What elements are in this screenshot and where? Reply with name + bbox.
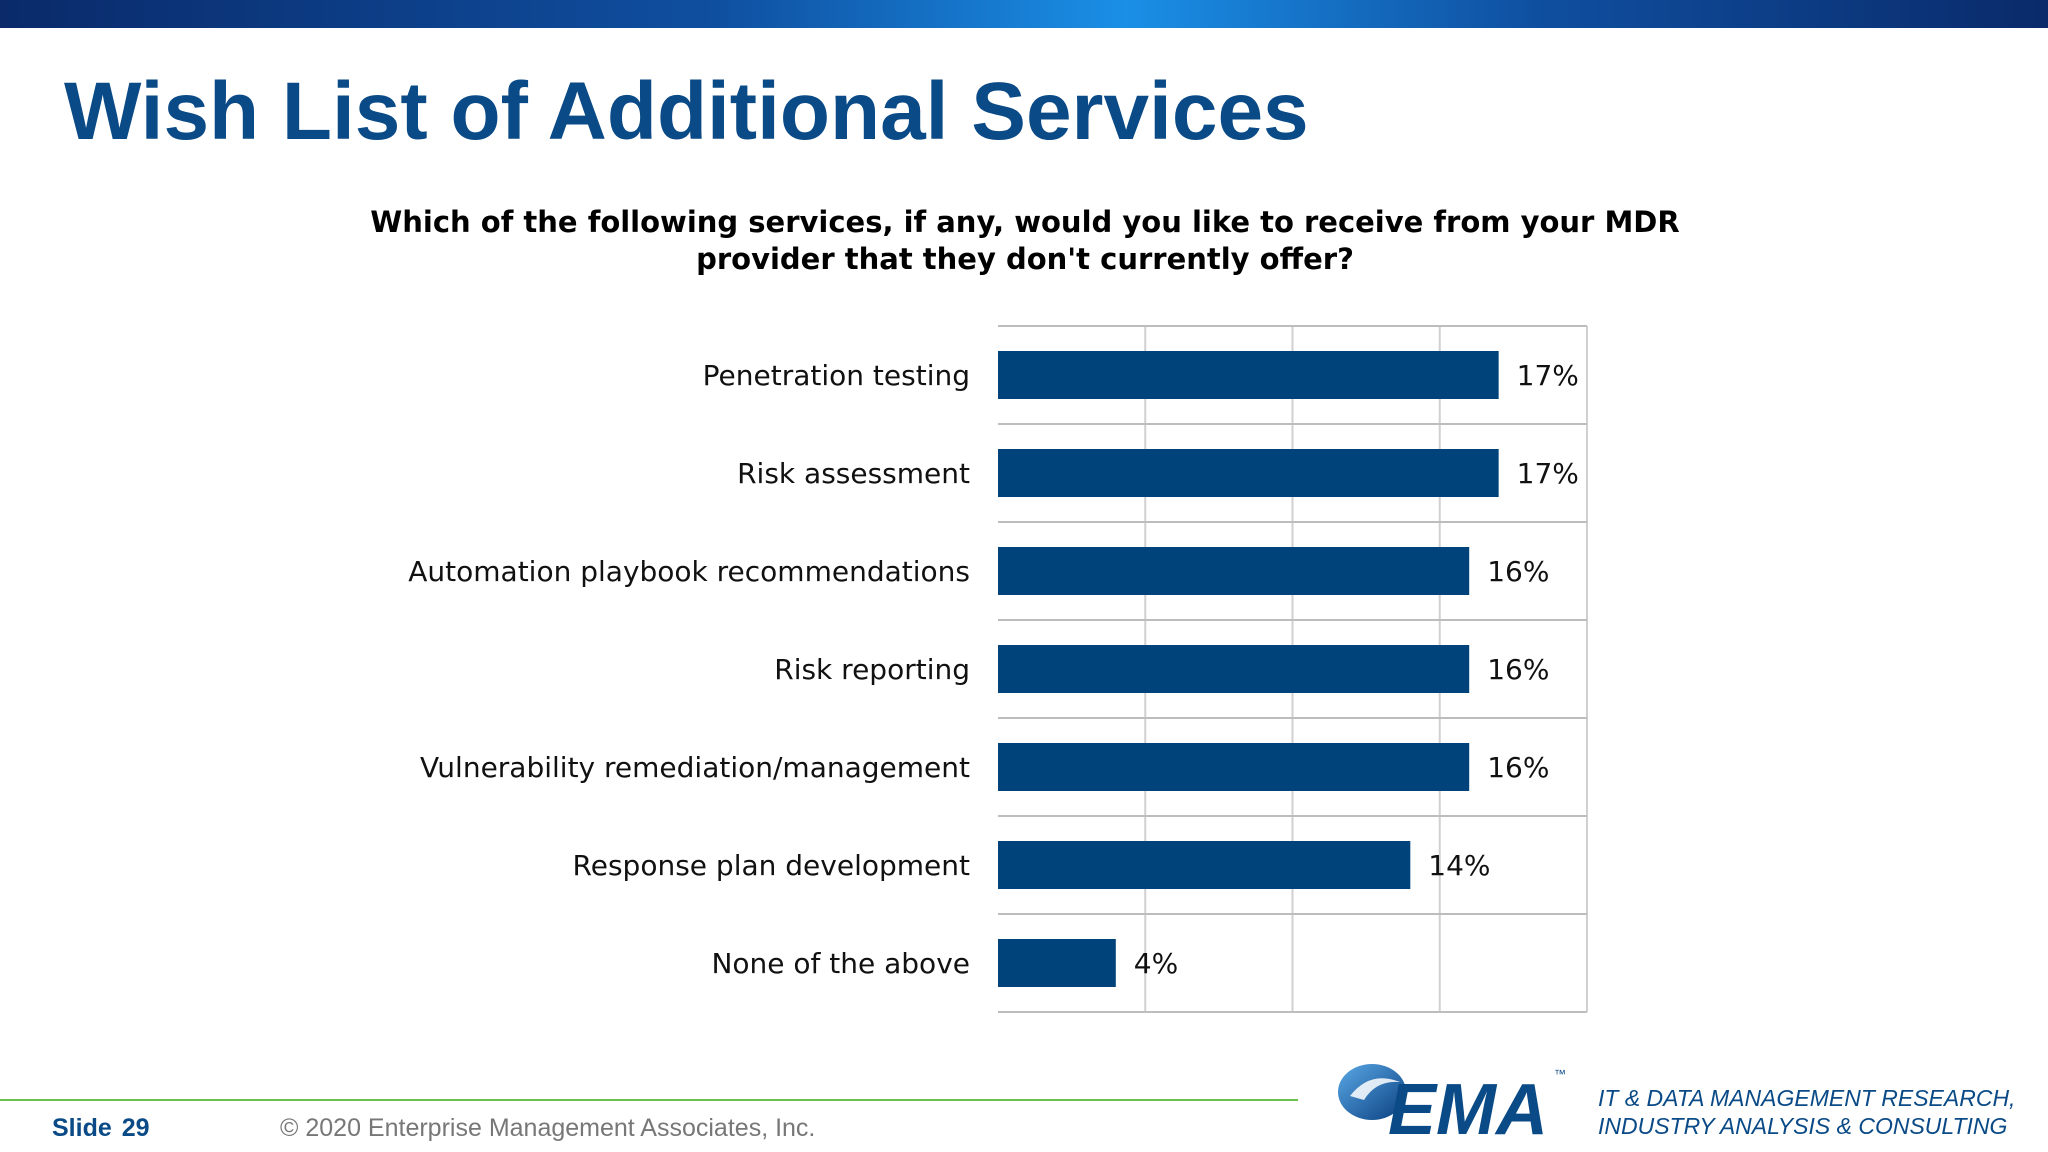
slide-number: Slide 29 bbox=[52, 1114, 150, 1143]
logo-swoosh-icon bbox=[1338, 1064, 1406, 1120]
logo-swoosh-highlight-icon bbox=[1350, 1078, 1400, 1100]
data-label: 17% bbox=[1517, 457, 1579, 490]
data-label: 17% bbox=[1517, 359, 1579, 392]
chart-title-line-1: Which of the following services, if any,… bbox=[370, 205, 1680, 239]
category-label: Automation playbook recommendations bbox=[408, 555, 970, 588]
slide-title: Wish List of Additional Services bbox=[64, 66, 1309, 157]
ema-logo: EMA ™ bbox=[1338, 1064, 1566, 1140]
footer-divider bbox=[0, 1099, 1298, 1101]
logo-text: EMA bbox=[1388, 1070, 1548, 1140]
copyright-notice: © 2020 Enterprise Management Associates,… bbox=[280, 1114, 816, 1142]
category-label: Vulnerability remediation/management bbox=[420, 751, 970, 784]
category-label: Response plan development bbox=[573, 849, 970, 882]
tagline-line-2: INDUSTRY ANALYSIS & CONSULTING bbox=[1598, 1113, 2008, 1139]
category-label: Penetration testing bbox=[703, 359, 970, 392]
bar bbox=[998, 547, 1470, 595]
data-label: 4% bbox=[1134, 947, 1178, 980]
category-label: None of the above bbox=[711, 947, 970, 980]
bar bbox=[998, 351, 1499, 399]
bar bbox=[998, 841, 1411, 889]
data-label: 16% bbox=[1487, 555, 1549, 588]
data-label: 14% bbox=[1428, 849, 1490, 882]
company-tagline: IT & DATA MANAGEMENT RESEARCH, INDUSTRY … bbox=[1598, 1084, 2015, 1140]
bar bbox=[998, 645, 1470, 693]
tagline-line-1: IT & DATA MANAGEMENT RESEARCH, bbox=[1598, 1085, 2016, 1111]
logo-trademark: ™ bbox=[1554, 1067, 1566, 1081]
chart-title-line-2: provider that they don't currently offer… bbox=[696, 242, 1354, 276]
bar bbox=[998, 743, 1470, 791]
top-banner bbox=[0, 0, 2048, 28]
bar bbox=[998, 449, 1499, 497]
slide-number-value: 29 bbox=[121, 1114, 150, 1142]
category-label: Risk assessment bbox=[737, 457, 970, 490]
category-label: Risk reporting bbox=[774, 653, 970, 686]
bar bbox=[998, 939, 1116, 987]
slide-number-label: Slide bbox=[52, 1114, 112, 1142]
chart-title: Which of the following services, if any,… bbox=[330, 204, 1720, 278]
data-label: 16% bbox=[1487, 751, 1549, 784]
data-label: 16% bbox=[1487, 653, 1549, 686]
